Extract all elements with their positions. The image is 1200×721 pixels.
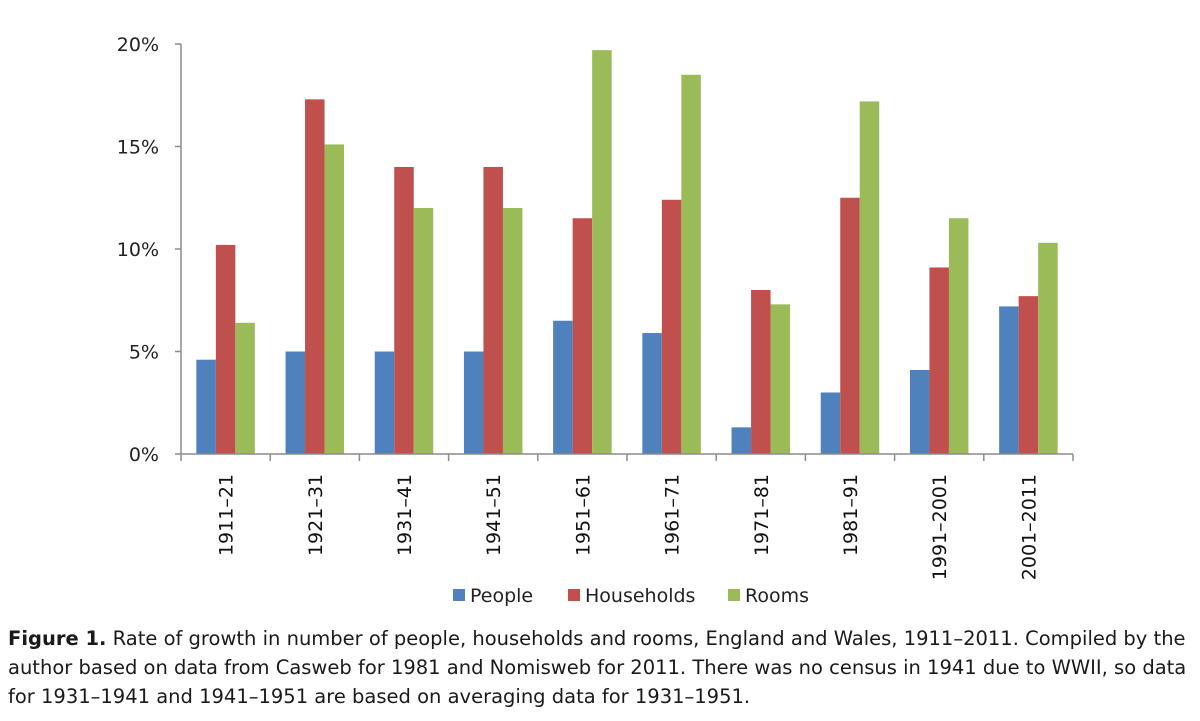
bar-rooms [502, 208, 523, 454]
bar-rooms [770, 304, 791, 454]
bar-people [374, 351, 395, 454]
bar-people [642, 333, 662, 454]
bar-households [572, 218, 593, 454]
bar-households [929, 267, 949, 454]
legend-label-rooms: Rooms [745, 585, 809, 607]
bar-rooms [948, 218, 969, 454]
bar-households [751, 290, 771, 454]
bar-people [285, 351, 306, 454]
bar-rooms [324, 144, 345, 454]
figure-caption: Figure 1. Rate of growth in number of pe… [8, 624, 1196, 711]
x-tick-label: 1991–2001 [929, 474, 951, 580]
bar-households [840, 197, 860, 454]
bar-households [305, 99, 325, 454]
bar-households [483, 167, 503, 454]
bar-rooms [592, 50, 612, 455]
bar-people [909, 369, 930, 454]
bar-rooms [859, 101, 880, 455]
x-tick-label: 1951–61 [572, 474, 594, 556]
legend-swatch-households [568, 589, 580, 601]
bar-households [215, 244, 236, 454]
x-tick-label: 2001–2011 [1018, 474, 1040, 580]
bar-people [999, 306, 1019, 454]
x-tick-label: 1931–41 [394, 474, 416, 556]
bar-rooms [413, 208, 434, 454]
bar-households [661, 199, 682, 454]
legend-label-people: People [470, 585, 533, 607]
bar-people [820, 392, 841, 454]
bar-households [1018, 296, 1039, 454]
bar-people [196, 359, 216, 454]
x-tick-label: 1981–91 [840, 474, 862, 556]
legend-label-households: Households [585, 585, 695, 607]
y-tick-label: 15% [117, 137, 159, 159]
x-tick-label: 1961–71 [662, 474, 684, 556]
figure-caption-label: Figure 1. [8, 627, 107, 650]
bar-people [731, 427, 752, 454]
y-tick-label: 10% [117, 239, 159, 261]
bar-rooms [1038, 242, 1058, 454]
figure-caption-text: Rate of growth in number of people, hous… [8, 627, 1187, 708]
x-tick-label: 1941–51 [483, 474, 505, 556]
y-tick-label: 5% [129, 342, 159, 364]
x-tick-label: 1971–81 [751, 474, 773, 556]
bar-people [463, 351, 484, 454]
y-tick-label: 20% [117, 34, 159, 56]
bar-chart: 0% 5% 10% 15% 20% 1911–21 1921–31 1931–41 1941–5… [117, 34, 1074, 607]
legend-swatch-rooms [728, 589, 740, 601]
bar-households [394, 167, 414, 454]
y-tick-label: 0% [129, 444, 159, 466]
x-tick-label: 1911–21 [216, 474, 238, 556]
legend-swatch-people [453, 589, 465, 601]
bar-people [553, 320, 573, 454]
bar-rooms [235, 322, 255, 454]
bar-rooms [681, 74, 701, 454]
x-tick-label: 1921–31 [305, 474, 327, 556]
